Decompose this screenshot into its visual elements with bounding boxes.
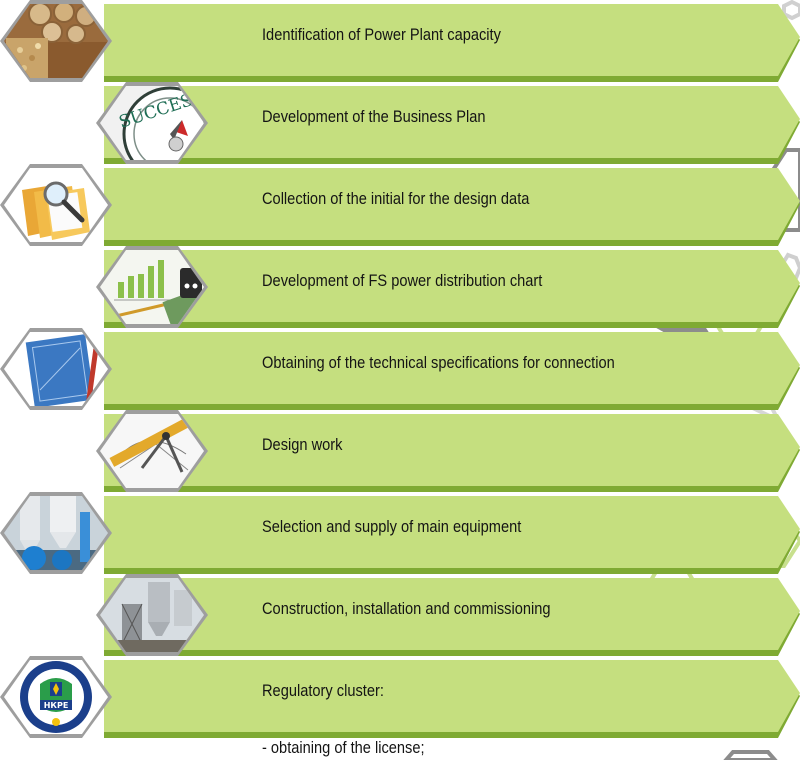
step-label: Obtaining of the technical specification… xyxy=(262,353,615,372)
step-label: Collection of the initial for the design… xyxy=(262,189,530,208)
step-label: Regulatory cluster: xyxy=(262,681,384,700)
step-label: Development of FS power distribution cha… xyxy=(262,271,543,290)
step-banner xyxy=(104,414,800,492)
regulator-emblem-icon: НКРЕ xyxy=(0,656,112,738)
step-label: Development of the Business Plan xyxy=(262,107,486,126)
blueprint-pencil-icon xyxy=(0,328,112,410)
step-banner xyxy=(104,86,800,164)
step-row-3: Collection of the initial for the design… xyxy=(0,164,800,246)
deco-hexagon xyxy=(782,0,800,21)
chart-calculator-icon xyxy=(96,246,208,328)
step-banner xyxy=(104,496,800,574)
step-row-4: Development of FS power distribution cha… xyxy=(0,246,800,328)
drafting-tools-icon xyxy=(96,410,208,492)
folders-magnifier-icon xyxy=(0,164,112,246)
step-row-5: Obtaining of the technical specification… xyxy=(0,328,800,410)
construction-site-icon xyxy=(96,574,208,656)
step-banner xyxy=(104,250,800,328)
step-row-8: Construction, installation and commissio… xyxy=(0,574,800,656)
step-row-2: Development of the Business Plan SUCCES xyxy=(0,82,800,164)
industrial-equipment-icon xyxy=(0,492,112,574)
deco-hexagon xyxy=(723,750,778,760)
step-banner xyxy=(104,168,800,246)
emblem-text: НКРЕ xyxy=(44,701,69,710)
step-label: Selection and supply of main equipment xyxy=(262,517,522,536)
step-banner xyxy=(104,332,800,410)
step-row-9: Regulatory cluster: НКРЕ xyxy=(0,656,800,738)
step-row-1: Identification of Power Plant capacity xyxy=(0,0,800,82)
step-banner xyxy=(104,660,800,738)
step-banner xyxy=(104,4,800,82)
biomass-wood-icon xyxy=(0,0,112,82)
step-label: Identification of Power Plant capacity xyxy=(262,25,501,44)
step-label: Design work xyxy=(262,435,343,454)
sub-item: - obtaining of the license; xyxy=(262,738,425,757)
success-compass-icon: SUCCES xyxy=(96,82,208,164)
step-label: Construction, installation and commissio… xyxy=(262,599,551,618)
step-row-6: Design work xyxy=(0,410,800,492)
step-banner xyxy=(104,578,800,656)
step-row-7: Selection and supply of main equipment xyxy=(0,492,800,574)
